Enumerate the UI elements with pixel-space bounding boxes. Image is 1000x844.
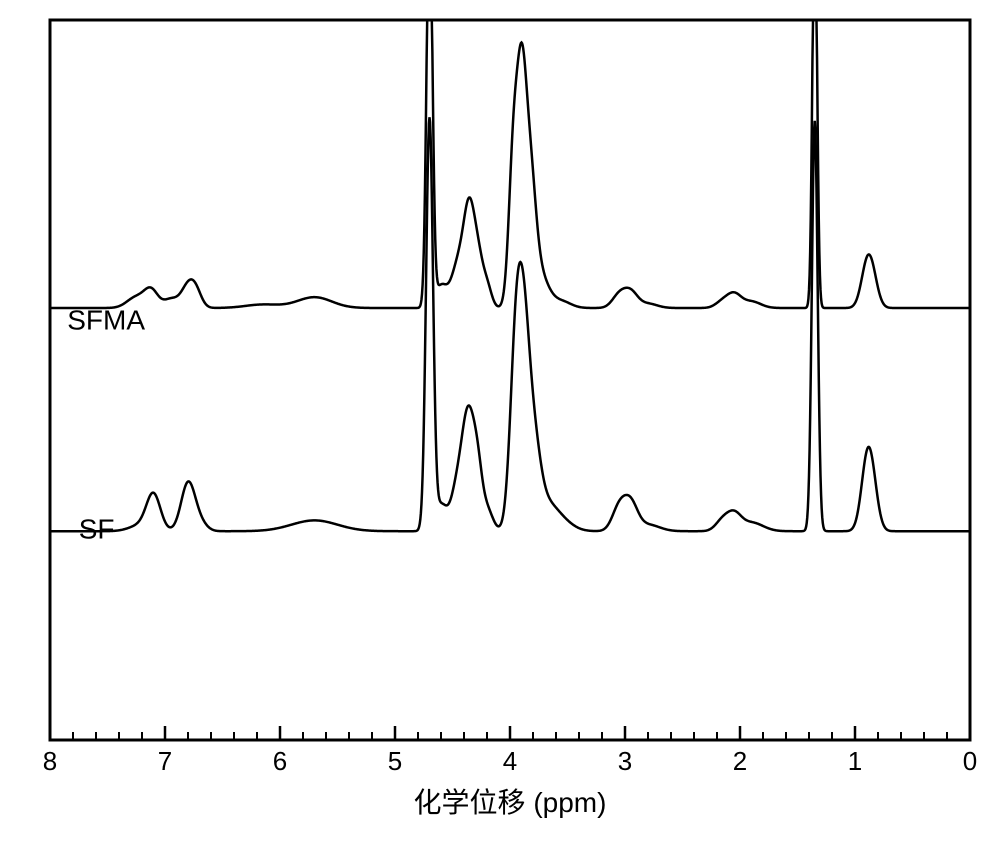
x-tick-label: 1 xyxy=(848,746,862,776)
spectrum-sfma xyxy=(50,20,970,308)
series-label-sfma: SFMA xyxy=(67,305,145,336)
x-tick-label: 0 xyxy=(963,746,977,776)
x-axis-label: 化学位移 (ppm) xyxy=(414,787,607,818)
x-tick-label: 7 xyxy=(158,746,172,776)
x-tick-label: 6 xyxy=(273,746,287,776)
series-label-sf: SF xyxy=(79,513,115,544)
x-tick-label: 3 xyxy=(618,746,632,776)
nmr-spectrum-chart: 8 7 6 5 4 3 2 1 0 化学位移 (ppm) SFMA SF xyxy=(0,0,1000,844)
x-tick-label: 8 xyxy=(43,746,57,776)
x-tick-label: 5 xyxy=(388,746,402,776)
x-tick-label: 4 xyxy=(503,746,517,776)
chart-svg: 8 7 6 5 4 3 2 1 0 化学位移 (ppm) SFMA SF xyxy=(0,0,1000,844)
x-tick-label: 2 xyxy=(733,746,747,776)
